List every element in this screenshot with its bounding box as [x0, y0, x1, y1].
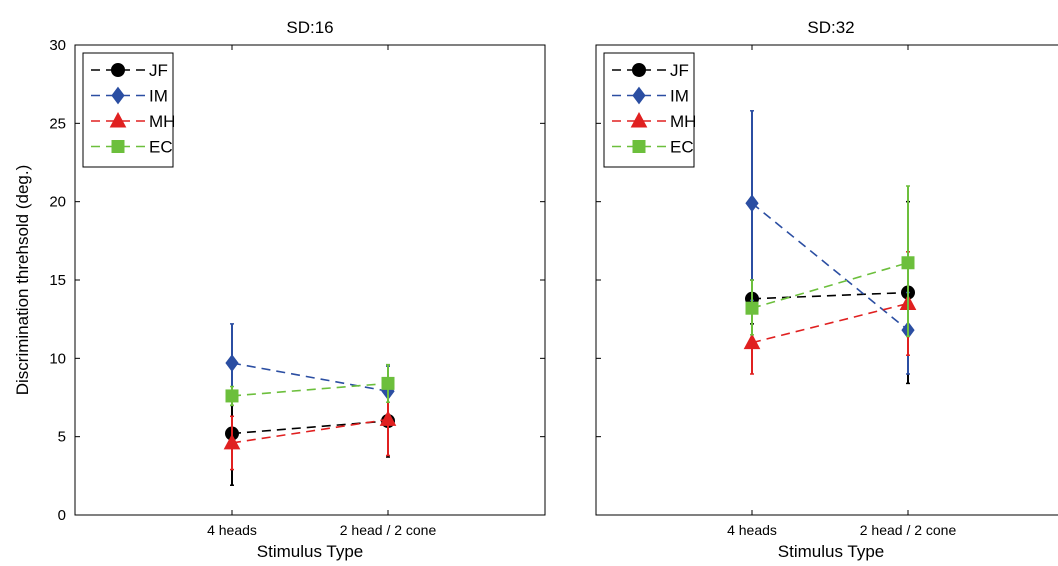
- chart-panel-2: 4 heads 2 head / 2 cone SD:32 Stimulus Type…: [595, 18, 1058, 561]
- series-line: [231, 420, 389, 435]
- chart-title: SD:16: [286, 18, 333, 37]
- legend-label: EC: [149, 138, 173, 157]
- series-ec: [745, 185, 915, 338]
- legend-label: MH: [149, 112, 175, 131]
- y-tick-label: 30: [49, 37, 66, 54]
- chart-title: SD:32: [807, 18, 854, 37]
- y-tick-label: 10: [49, 350, 66, 367]
- legend-marker: [111, 140, 125, 153]
- y-axis-label: Discrimination threhsold (deg.): [13, 165, 32, 396]
- series-line: [751, 202, 909, 331]
- series-line: [751, 291, 909, 300]
- x-tick-label: 4 heads: [727, 522, 777, 538]
- y-tick-label: 25: [49, 115, 66, 132]
- legend-marker: [111, 63, 125, 77]
- x-tick-label: 4 heads: [207, 522, 257, 538]
- legend-label: JF: [670, 61, 689, 80]
- legend-marker: [109, 111, 127, 128]
- y-tick-label: 15: [49, 272, 66, 289]
- legend-marker: [632, 86, 646, 105]
- legend-marker: [632, 140, 646, 153]
- legend: JF IM MH EC: [82, 52, 175, 168]
- chart-panel-1: 0 5 10 15 20 25 30 4 heads 2 head / 2 cone SD:16 S…: [13, 18, 546, 561]
- legend-label: MH: [670, 112, 696, 131]
- data-point: [223, 433, 241, 450]
- data-point: [745, 301, 759, 315]
- data-point: [225, 389, 239, 403]
- x-axis-label: Stimulus Type: [778, 542, 884, 561]
- legend-box: [603, 52, 695, 168]
- data-point: [745, 194, 759, 213]
- legend: JF IM MH EC: [603, 52, 696, 168]
- data-point: [381, 376, 395, 390]
- x-axis-label: Stimulus Type: [257, 542, 363, 561]
- legend-label: IM: [670, 87, 689, 106]
- legend-marker: [111, 86, 125, 105]
- legend-box: [82, 52, 174, 168]
- series-line: [231, 362, 389, 393]
- legend-marker: [632, 63, 646, 77]
- data-point: [901, 256, 915, 270]
- y-tick-label: 20: [49, 194, 66, 211]
- y-tick-label: 5: [58, 429, 66, 446]
- series-line: [751, 261, 909, 309]
- x-tick-label: 2 head / 2 cone: [860, 522, 957, 538]
- legend-label: JF: [149, 61, 168, 80]
- data-point: [225, 354, 239, 372]
- series-line: [231, 382, 389, 397]
- series-line: [751, 302, 909, 344]
- y-tick-label: 0: [58, 507, 66, 524]
- legend-label: EC: [670, 138, 694, 157]
- legend-marker: [630, 111, 648, 128]
- series-ec: [225, 363, 395, 407]
- series-line: [231, 418, 389, 444]
- data-point: [379, 410, 397, 426]
- legend-label: IM: [149, 87, 168, 106]
- data-point: [743, 333, 761, 350]
- x-tick-label: 2 head / 2 cone: [340, 522, 437, 538]
